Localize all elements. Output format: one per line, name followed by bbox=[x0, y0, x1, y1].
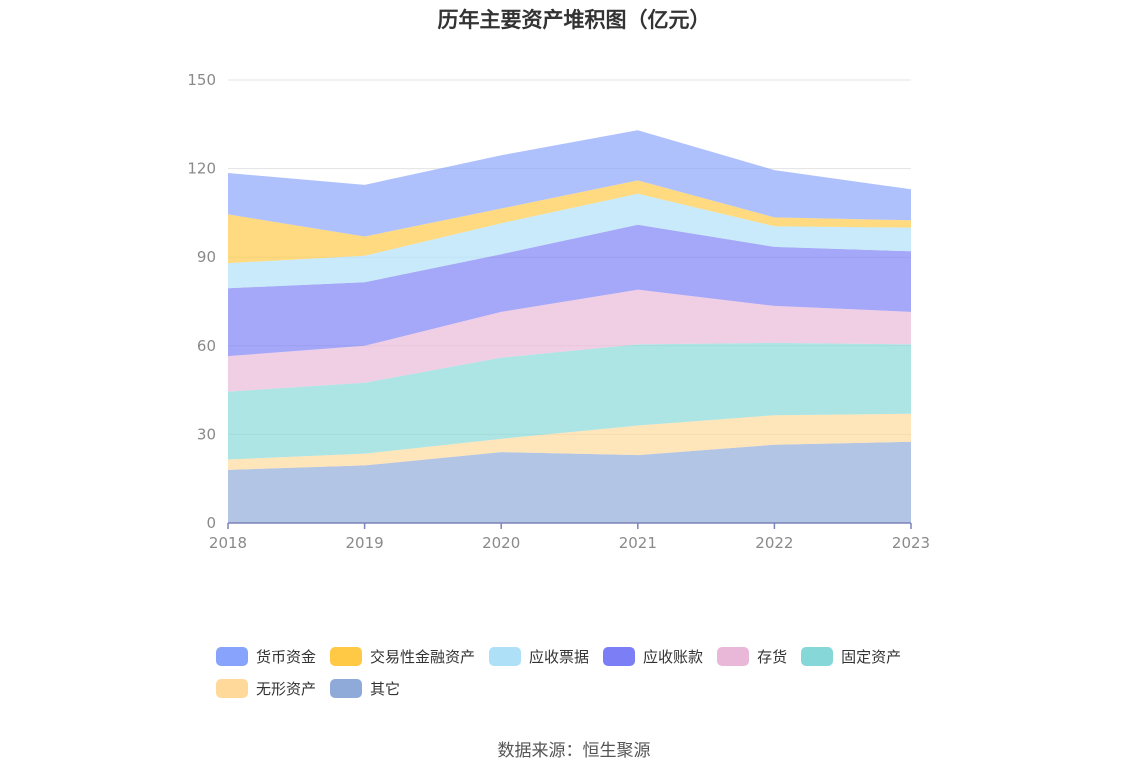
y-tick-label: 120 bbox=[187, 160, 216, 178]
legend-label: 固定资产 bbox=[841, 646, 901, 667]
legend-label: 货币资金 bbox=[256, 646, 316, 667]
legend-label: 无形资产 bbox=[256, 678, 316, 699]
legend-swatch bbox=[330, 647, 362, 666]
legend-swatch bbox=[801, 647, 833, 666]
y-tick-label: 0 bbox=[206, 514, 216, 532]
legend-swatch bbox=[603, 647, 635, 666]
x-tick-label: 2023 bbox=[892, 534, 930, 552]
legend-label: 其它 bbox=[370, 678, 400, 699]
legend-item[interactable]: 交易性金融资产 bbox=[330, 646, 475, 667]
x-tick-label: 2019 bbox=[346, 534, 384, 552]
legend-label: 存货 bbox=[757, 646, 787, 667]
x-tick-label: 2020 bbox=[482, 534, 520, 552]
legend-swatch bbox=[330, 679, 362, 698]
stacked-areas bbox=[228, 130, 911, 523]
legend-item[interactable]: 无形资产 bbox=[216, 678, 316, 699]
y-tick-label: 60 bbox=[197, 337, 216, 355]
y-tick-label: 90 bbox=[197, 248, 216, 266]
legend-item[interactable]: 其它 bbox=[330, 678, 400, 699]
legend-label: 应收票据 bbox=[529, 646, 589, 667]
legend-swatch bbox=[717, 647, 749, 666]
legend-item[interactable]: 存货 bbox=[717, 646, 787, 667]
legend-swatch bbox=[489, 647, 521, 666]
legend-label: 交易性金融资产 bbox=[370, 646, 475, 667]
legend: 货币资金 交易性金融资产 应收票据 应收账款 存货 固定资产无形资产 其它 bbox=[216, 640, 956, 704]
legend-row: 无形资产 其它 bbox=[216, 672, 956, 704]
x-tick-label: 2018 bbox=[209, 534, 247, 552]
legend-item[interactable]: 应收账款 bbox=[603, 646, 703, 667]
legend-item[interactable]: 应收票据 bbox=[489, 646, 589, 667]
x-tick-label: 2022 bbox=[755, 534, 793, 552]
legend-swatch bbox=[216, 679, 248, 698]
source-note: 数据来源：恒生聚源 bbox=[0, 736, 1148, 761]
legend-item[interactable]: 固定资产 bbox=[801, 646, 901, 667]
legend-swatch bbox=[216, 647, 248, 666]
y-tick-label: 150 bbox=[187, 71, 216, 89]
legend-item[interactable]: 货币资金 bbox=[216, 646, 316, 667]
legend-row: 货币资金 交易性金融资产 应收票据 应收账款 存货 固定资产 bbox=[216, 640, 956, 672]
y-tick-label: 30 bbox=[197, 425, 216, 443]
legend-label: 应收账款 bbox=[643, 646, 703, 667]
x-tick-label: 2021 bbox=[619, 534, 657, 552]
